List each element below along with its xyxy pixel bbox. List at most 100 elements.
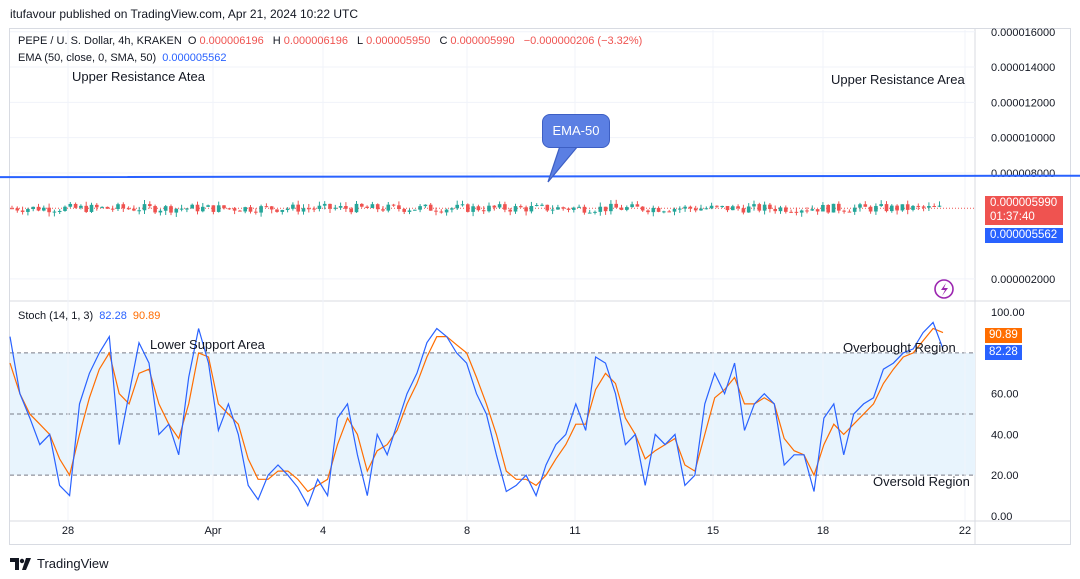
candle-body (296, 204, 300, 212)
candle-body (31, 206, 35, 210)
candle-body (778, 207, 783, 212)
candle-body (307, 208, 311, 210)
candle-body (328, 203, 332, 209)
candle-body (916, 205, 921, 207)
candle-body (84, 205, 88, 212)
candle-body (603, 206, 608, 212)
stoch-tick-label: 20.00 (991, 470, 1019, 482)
countdown-tag: 01:37:40 (985, 210, 1063, 225)
candle-body (142, 204, 147, 211)
candle-body (508, 209, 512, 212)
candle-body (921, 206, 926, 208)
time-tick-label: 15 (707, 525, 719, 537)
candle-body (471, 206, 475, 212)
chart-frame[interactable] (9, 28, 1071, 545)
candle-body (333, 207, 338, 209)
candle-body (20, 210, 25, 212)
candle-body (344, 206, 348, 209)
high-label: H (272, 35, 281, 47)
candle-body (614, 203, 618, 208)
candle-body (481, 210, 486, 212)
oversold-label: Oversold Region (873, 474, 970, 489)
close-label: C (439, 35, 448, 47)
candle-body (26, 209, 30, 212)
candle-body (837, 203, 841, 211)
stoch-legend[interactable]: Stoch (14, 1, 3) 82.28 90.89 (18, 310, 163, 322)
candle-body (254, 211, 258, 213)
candle-body (148, 204, 152, 207)
stoch-k-tag: 82.28 (985, 345, 1022, 360)
candle-body (842, 210, 846, 212)
candle-body (227, 208, 232, 210)
time-tick-label: 4 (320, 525, 326, 537)
candle-body (688, 206, 693, 209)
candle-body (640, 206, 645, 211)
candle-body (656, 207, 661, 212)
candle-body (762, 204, 767, 211)
candle-body (275, 209, 279, 212)
candle-body (927, 206, 931, 208)
candle-body (413, 209, 417, 211)
candle-body (858, 204, 862, 208)
candle-body (381, 209, 385, 211)
candle-body (741, 208, 746, 213)
tradingview-logo[interactable]: TradingView (10, 556, 109, 571)
ema-price-tag: 0.000005562 (985, 228, 1063, 243)
candle-body (73, 203, 78, 208)
time-tick-label: 18 (817, 525, 829, 537)
candle-body (455, 204, 459, 209)
candle-body (773, 208, 777, 212)
candle-body (190, 204, 194, 209)
price-tick-label: 0.000002000 (991, 274, 1055, 286)
candle-body (725, 205, 730, 211)
ema-legend[interactable]: EMA (50, close, 0, SMA, 50) 0.000005562 (18, 52, 229, 64)
candle-body (349, 208, 353, 213)
candle-body (100, 206, 104, 208)
upper-resistance-left-label: Upper Resistance Atea (72, 69, 205, 84)
candle-body (132, 208, 136, 211)
candle-body (476, 206, 481, 211)
candle-body (52, 211, 57, 213)
candle-body (42, 207, 46, 211)
low-label: L (357, 35, 364, 47)
candle-body (466, 204, 470, 212)
candle-body (736, 206, 740, 209)
candle-body (57, 210, 62, 212)
candle-body (126, 208, 131, 210)
candle-body (179, 208, 184, 210)
high-value: 0.000006196 (283, 35, 348, 47)
symbol-legend: PEPE / U. S. Dollar, 4h, KRAKEN O 0.00000… (18, 35, 645, 47)
candle-body (497, 204, 502, 208)
time-tick-label: 22 (959, 525, 971, 537)
candle-body (238, 210, 242, 212)
candle-body (789, 211, 793, 213)
candle-body (222, 205, 226, 209)
symbol-name[interactable]: PEPE / U. S. Dollar, 4h, KRAKEN (18, 35, 182, 47)
candle-body (683, 206, 687, 209)
candle-body (540, 204, 544, 206)
candle-body (243, 207, 247, 212)
open-label: O (187, 35, 197, 47)
candle-body (10, 208, 14, 210)
candle-body (63, 206, 67, 211)
candle-body (89, 204, 94, 212)
candle-body (715, 205, 719, 207)
candle-body (211, 205, 216, 212)
candle-body (868, 206, 873, 212)
candle-body (693, 208, 698, 211)
candle-body (566, 208, 571, 210)
candle-body (821, 204, 825, 212)
candle-body (582, 206, 587, 213)
candle-body (460, 204, 465, 206)
candle-body (264, 206, 269, 208)
candle-body (598, 206, 603, 212)
close-value: 0.000005990 (450, 35, 515, 47)
candle-body (831, 203, 836, 213)
candle-body (397, 205, 401, 209)
candle-body (561, 207, 565, 209)
stoch-band (10, 352, 975, 476)
candle-body (386, 204, 391, 211)
candle-body (36, 206, 41, 211)
candle-body (587, 212, 592, 214)
